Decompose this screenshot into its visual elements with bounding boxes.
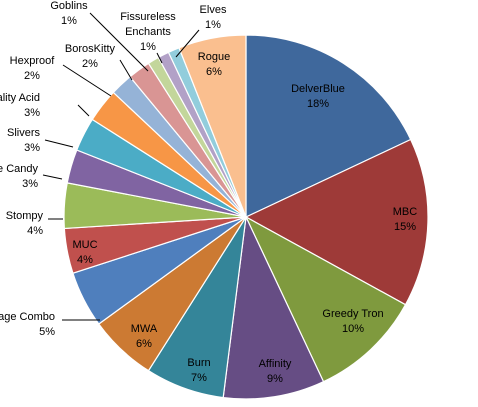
pie-slice-affinity [222, 214, 325, 400]
pie-slice-mbc [244, 138, 429, 306]
slice-label: Stompy 4% [6, 210, 44, 237]
leader-line [175, 29, 200, 58]
slice-label: BorosKitty 2% [65, 43, 116, 70]
slice-label: Slivers 3% [7, 127, 41, 154]
slice-label: Burn 7% [187, 357, 210, 384]
slice-labels: DelverBlue 18% MBC 15% Greedy Tron 10% Affinit… [0, 0, 417, 385]
slice-label: Goblins 1% [50, 0, 88, 27]
slice-label: Greedy Tron 10% [322, 308, 383, 335]
slice-label: Elves 1% [200, 4, 227, 31]
slice-label: Fissureless Enchants 1% [120, 11, 176, 53]
leader-line [77, 104, 90, 117]
leader-line [62, 64, 112, 97]
leader-line [44, 139, 74, 148]
slice-label: Affinity 9% [259, 358, 292, 385]
leader-line [119, 59, 133, 81]
slice-label: DelverBlue 18% [291, 83, 345, 110]
pie-slice-greedy-tron [244, 215, 407, 383]
slice-label: MWA 6% [131, 323, 158, 350]
leader-line [156, 52, 163, 64]
leader-lines [42, 12, 200, 321]
leader-line [42, 174, 63, 180]
slice-label: MBC 15% [393, 206, 418, 233]
pie-slice-delverblue [245, 34, 412, 218]
leader-line [89, 12, 149, 72]
pie-slice-rogue [178, 34, 247, 218]
slice-label: Rogue 6% [198, 51, 230, 78]
slice-label: MUC 4% [72, 239, 97, 266]
slice-label: Hexproof 2% [10, 55, 56, 82]
pie-slices [63, 34, 429, 400]
